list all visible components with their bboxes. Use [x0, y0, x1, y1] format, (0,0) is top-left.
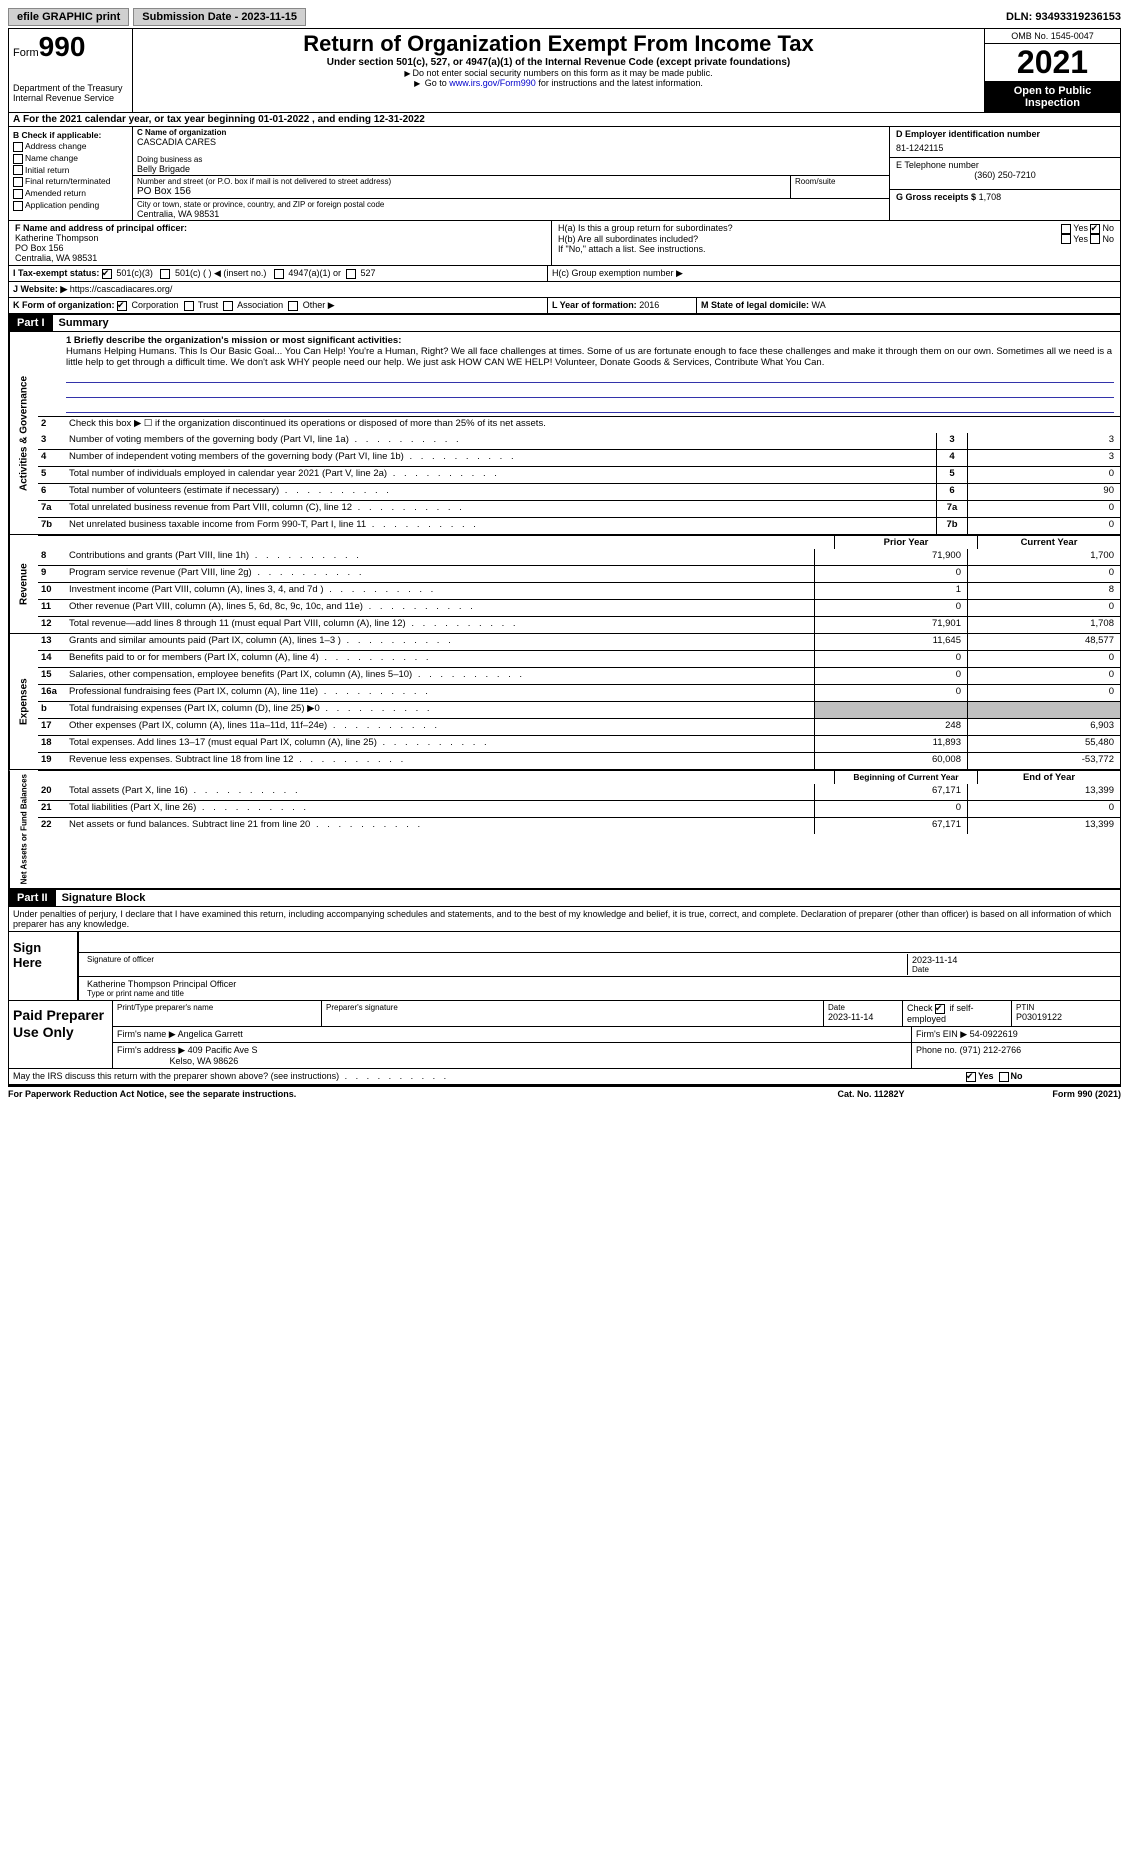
table-row: 7aTotal unrelated business revenue from …	[38, 500, 1120, 517]
side-revenue: Revenue	[9, 535, 38, 633]
page-footer: For Paperwork Reduction Act Notice, see …	[8, 1086, 1121, 1101]
chk-final[interactable]	[13, 177, 23, 187]
ein: 81-1242115	[896, 143, 1114, 153]
chk-other[interactable]	[288, 301, 298, 311]
table-row: 19Revenue less expenses. Subtract line 1…	[38, 752, 1120, 769]
part2-header: Part II	[9, 890, 56, 906]
side-expenses: Expenses	[9, 634, 38, 769]
side-net: Net Assets or Fund Balances	[9, 770, 38, 888]
chk-self-emp[interactable]	[935, 1004, 945, 1014]
ptin: P03019122	[1016, 1012, 1116, 1022]
goto-note: Go to www.irs.gov/Form990 for instructio…	[139, 78, 978, 88]
table-row: 13Grants and similar amounts paid (Part …	[38, 634, 1120, 650]
table-row: bTotal fundraising expenses (Part IX, co…	[38, 701, 1120, 718]
chk-hb-no[interactable]	[1090, 234, 1100, 244]
table-row: 11Other revenue (Part VIII, column (A), …	[38, 599, 1120, 616]
table-row: 5Total number of individuals employed in…	[38, 466, 1120, 483]
street-address: PO Box 156	[137, 186, 786, 197]
form-container: Form990 Department of the Treasury Inter…	[8, 28, 1121, 1086]
chk-discuss-yes[interactable]	[966, 1072, 976, 1082]
chk-amended[interactable]	[13, 189, 23, 199]
website[interactable]: https://cascadiacares.org/	[70, 284, 173, 294]
table-row: 12Total revenue—add lines 8 through 11 (…	[38, 616, 1120, 633]
table-row: 14Benefits paid to or for members (Part …	[38, 650, 1120, 667]
table-row: 8Contributions and grants (Part VIII, li…	[38, 549, 1120, 565]
table-row: 6Total number of volunteers (estimate if…	[38, 483, 1120, 500]
table-row: 21Total liabilities (Part X, line 26)00	[38, 800, 1120, 817]
open-public: Open to Public Inspection	[985, 82, 1120, 112]
signer-name: Katherine Thompson Principal Officer	[87, 979, 1112, 989]
chk-initial[interactable]	[13, 165, 23, 175]
chk-trust[interactable]	[184, 301, 194, 311]
chk-501c3[interactable]	[102, 269, 112, 279]
part1-header: Part I	[9, 315, 53, 331]
year-formation: 2016	[639, 300, 659, 310]
officer-name: Katherine Thompson	[15, 233, 545, 243]
preparer-phone: (971) 212-2766	[960, 1045, 1022, 1055]
dln: DLN: 93493319236153	[1006, 11, 1121, 23]
sign-here-label: Sign Here	[9, 932, 77, 1000]
chk-pending[interactable]	[13, 201, 23, 211]
top-bar: efile GRAPHIC print Submission Date - 20…	[8, 8, 1121, 26]
ssn-note: Do not enter social security numbers on …	[139, 68, 978, 78]
submission-date: Submission Date - 2023-11-15	[133, 8, 306, 26]
table-row: 22Net assets or fund balances. Subtract …	[38, 817, 1120, 834]
gross-receipts: 1,708	[979, 192, 1002, 202]
form-header: Form990 Department of the Treasury Inter…	[9, 29, 1120, 113]
row-a: A For the 2021 calendar year, or tax yea…	[9, 113, 1120, 127]
table-row: 17Other expenses (Part IX, column (A), l…	[38, 718, 1120, 735]
chk-ha-yes[interactable]	[1061, 224, 1071, 234]
dba-name: Belly Brigade	[137, 164, 885, 174]
chk-name[interactable]	[13, 154, 23, 164]
form-subtitle: Under section 501(c), 527, or 4947(a)(1)…	[139, 57, 978, 68]
mission-text: Humans Helping Humans. This Is Our Basic…	[66, 346, 1114, 368]
paid-preparer-label: Paid Preparer Use Only	[9, 1001, 112, 1068]
chk-corp[interactable]	[117, 301, 127, 311]
chk-527[interactable]	[346, 269, 356, 279]
irs-label: Internal Revenue Service	[13, 93, 128, 103]
perjury-text: Under penalties of perjury, I declare th…	[9, 907, 1120, 931]
firm-ein: 54-0922619	[970, 1029, 1018, 1039]
org-name: CASCADIA CARES	[137, 137, 885, 147]
chk-4947[interactable]	[274, 269, 284, 279]
efile-button[interactable]: efile GRAPHIC print	[8, 8, 129, 26]
part2-title: Signature Block	[56, 890, 152, 906]
phone: (360) 250-7210	[896, 170, 1114, 180]
table-row: 3Number of voting members of the governi…	[38, 433, 1120, 449]
irs-link[interactable]: www.irs.gov/Form990	[449, 78, 536, 88]
col-b-checkboxes: B Check if applicable: Address change Na…	[9, 127, 133, 220]
table-row: 10Investment income (Part VIII, column (…	[38, 582, 1120, 599]
form-title: Return of Organization Exempt From Incom…	[139, 31, 978, 57]
table-row: 18Total expenses. Add lines 13–17 (must …	[38, 735, 1120, 752]
table-row: 9Program service revenue (Part VIII, lin…	[38, 565, 1120, 582]
chk-discuss-no[interactable]	[999, 1072, 1009, 1082]
state-domicile: WA	[812, 300, 826, 310]
omb-number: OMB No. 1545-0047	[985, 29, 1120, 44]
table-row: 7bNet unrelated business taxable income …	[38, 517, 1120, 534]
firm-name: Angelica Garrett	[178, 1029, 243, 1039]
part1-title: Summary	[53, 315, 115, 331]
chk-assoc[interactable]	[223, 301, 233, 311]
chk-address[interactable]	[13, 142, 23, 152]
table-row: 16aProfessional fundraising fees (Part I…	[38, 684, 1120, 701]
chk-ha-no[interactable]	[1090, 224, 1100, 234]
tax-year: 2021	[985, 44, 1120, 82]
table-row: 4Number of independent voting members of…	[38, 449, 1120, 466]
table-row: 20Total assets (Part X, line 16)67,17113…	[38, 784, 1120, 800]
chk-hb-yes[interactable]	[1061, 234, 1071, 244]
dept-treasury: Department of the Treasury	[13, 83, 128, 93]
table-row: 15Salaries, other compensation, employee…	[38, 667, 1120, 684]
side-activities: Activities & Governance	[9, 332, 38, 534]
city-state-zip: Centralia, WA 98531	[137, 209, 885, 219]
chk-501c[interactable]	[160, 269, 170, 279]
